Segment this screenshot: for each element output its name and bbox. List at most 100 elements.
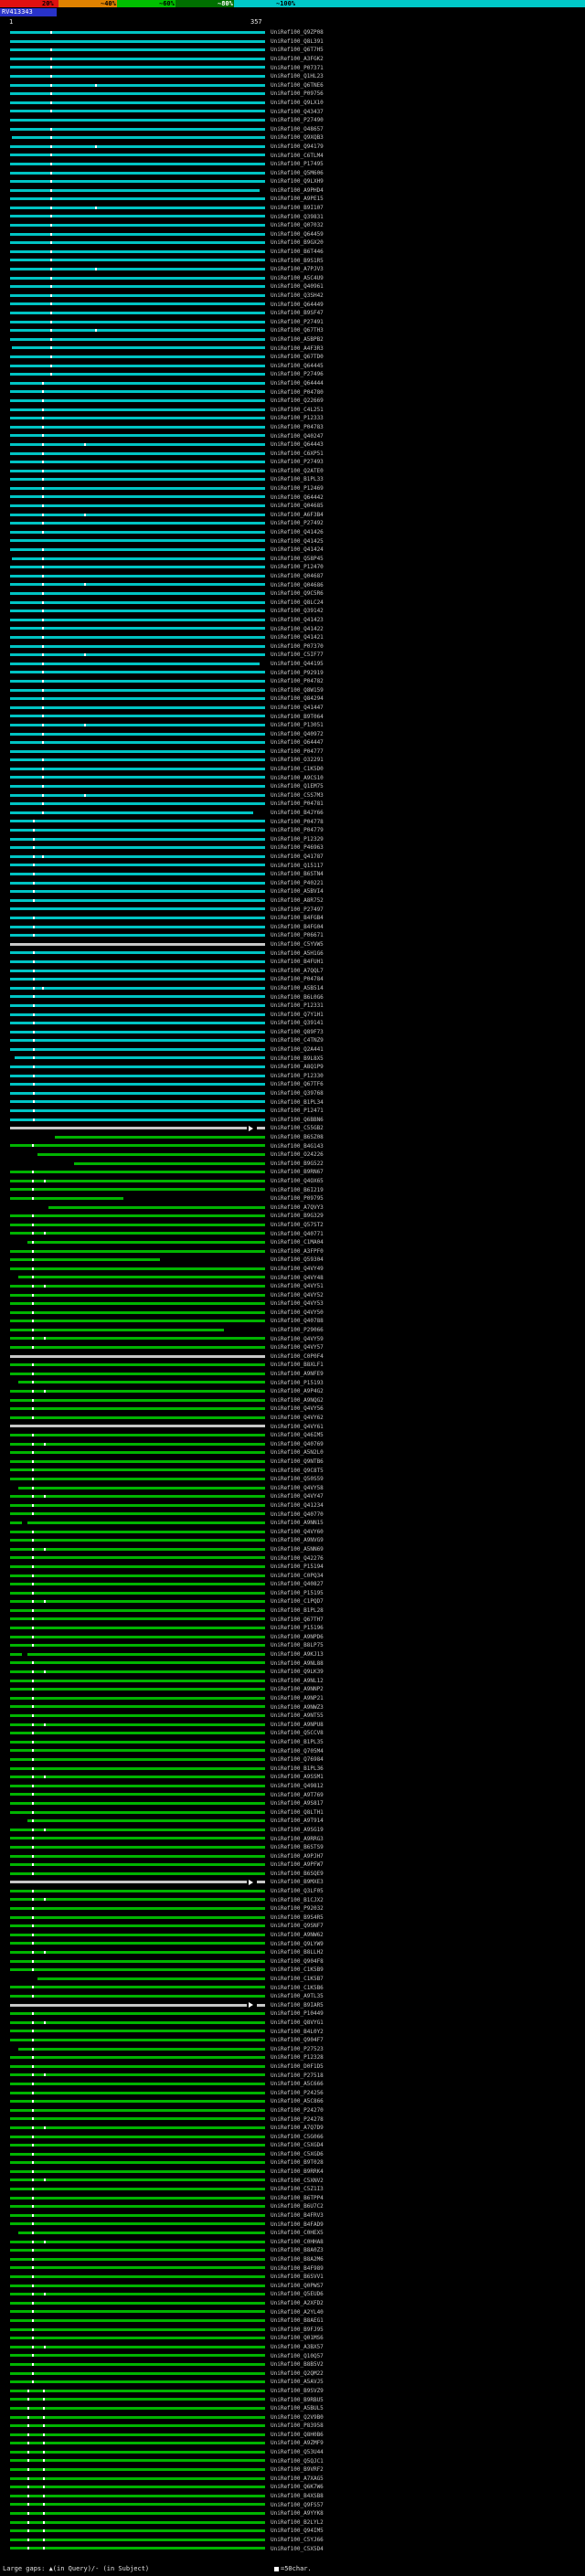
hsp-bar[interactable] — [9, 1363, 265, 1367]
hit-accession[interactable]: UniRef100_A5AVJ5 — [271, 2379, 324, 2386]
hit-accession[interactable]: UniRef100_B1PL34 — [271, 1098, 324, 1106]
hit-accession[interactable]: UniRef100_Q2QM22 — [271, 2369, 324, 2377]
hsp-bar[interactable] — [9, 2205, 265, 2209]
hit-accession[interactable]: UniRef100_B9FJ95 — [271, 2326, 324, 2333]
hsp-bar[interactable] — [9, 671, 265, 674]
hsp-bar[interactable] — [9, 1258, 160, 1262]
hit-accession[interactable]: UniRef100_P24256 — [271, 2089, 324, 2096]
hit-accession[interactable]: UniRef100_B9T028 — [271, 2159, 324, 2167]
hit-accession[interactable]: UniRef100_B6STN4 — [271, 871, 324, 878]
hsp-bar[interactable] — [9, 1144, 265, 1148]
hsp-bar[interactable] — [9, 2380, 265, 2384]
hit-accession[interactable]: UniRef100_B9SVZ9 — [271, 2387, 324, 2394]
hsp-bar[interactable] — [9, 1740, 265, 1744]
hsp-bar[interactable] — [9, 548, 265, 552]
hit-accession[interactable]: UniRef100_A5NN69 — [271, 1545, 324, 1553]
hit-accession[interactable]: UniRef100_P04781 — [271, 800, 324, 808]
hit-accession[interactable]: UniRef100_A7PJV3 — [271, 266, 324, 273]
hsp-bar[interactable] — [9, 653, 265, 657]
hsp-bar[interactable] — [9, 1732, 265, 1735]
hit-accession[interactable]: UniRef100_P92032 — [271, 1905, 324, 1913]
hit-accession[interactable]: UniRef100_B9VRF2 — [271, 2466, 324, 2474]
hit-accession[interactable]: UniRef100_C55GB2 — [271, 1125, 324, 1132]
hit-accession[interactable]: UniRef100_C5XGD4 — [271, 2142, 324, 2149]
hsp-bar[interactable] — [9, 1434, 265, 1436]
hit-accession[interactable]: UniRef100_C5XNV2 — [271, 2177, 324, 2184]
hit-accession[interactable]: UniRef100_P15193 — [271, 1379, 324, 1386]
hit-accession[interactable]: UniRef100_B9SF47 — [271, 310, 324, 317]
hit-accession[interactable]: UniRef100_Q44195 — [271, 660, 324, 667]
hsp-bar[interactable] — [9, 1171, 265, 1174]
hsp-bar[interactable] — [9, 723, 265, 726]
hsp-bar[interactable] — [9, 2301, 265, 2305]
hit-accession[interactable]: UniRef100_Q64443 — [271, 441, 324, 449]
hsp-bar[interactable] — [9, 1372, 265, 1375]
hit-accession[interactable]: UniRef100_B4FG04 — [271, 923, 324, 930]
hsp-bar[interactable] — [9, 1679, 265, 1682]
hit-accession[interactable]: UniRef100_P27497 — [271, 906, 324, 913]
hsp-bar[interactable] — [9, 224, 265, 228]
hit-accession[interactable]: UniRef100_C5XGD6 — [271, 2150, 324, 2157]
hsp-bar[interactable] — [9, 898, 265, 902]
hsp-bar[interactable] — [9, 417, 265, 420]
hsp-bar[interactable] — [9, 2161, 265, 2165]
hsp-bar[interactable] — [9, 925, 265, 928]
hsp-bar[interactable] — [9, 2398, 265, 2401]
hsp-bar[interactable] — [9, 171, 265, 175]
hit-accession[interactable]: UniRef100_B1PL35 — [271, 1738, 324, 1745]
hit-accession[interactable]: UniRef100_B9RBU5 — [271, 2396, 324, 2403]
hit-accession[interactable]: UniRef100_Q8LC24 — [271, 599, 324, 606]
hit-accession[interactable]: UniRef100_P07370 — [271, 642, 324, 650]
hsp-bar[interactable] — [9, 1696, 265, 1700]
hsp-bar[interactable] — [18, 1381, 265, 1384]
hsp-bar[interactable] — [9, 1801, 265, 1805]
hit-accession[interactable]: UniRef100_A9ZMF9 — [271, 2440, 324, 2447]
hsp-bar[interactable] — [9, 1302, 265, 1306]
hsp-bar[interactable] — [9, 2529, 265, 2533]
hsp-bar[interactable] — [9, 1468, 265, 1472]
hsp-bar[interactable] — [9, 1564, 265, 1568]
hsp-bar[interactable] — [9, 2100, 265, 2104]
hit-accession[interactable]: UniRef100_Q4VY58 — [271, 1484, 324, 1491]
hit-accession[interactable]: UniRef100_B9L8X5 — [271, 1055, 324, 1062]
hsp-bar[interactable] — [9, 2257, 265, 2261]
hsp-bar[interactable] — [9, 627, 265, 631]
hit-accession[interactable]: UniRef100_P46963 — [271, 844, 324, 852]
hit-accession[interactable]: UniRef100_B4FRV3 — [271, 2212, 324, 2220]
hsp-bar[interactable] — [9, 854, 265, 858]
hit-accession[interactable]: UniRef100_B8LP75 — [271, 1642, 324, 1649]
hsp-bar[interactable] — [9, 2117, 265, 2121]
hit-accession[interactable]: UniRef100_A9P4G2 — [271, 1388, 324, 1395]
hsp-bar[interactable] — [257, 2003, 265, 2007]
hit-accession[interactable]: UniRef100_A9NW62 — [271, 1932, 324, 1939]
hit-accession[interactable]: UniRef100_A7QQL7 — [271, 967, 324, 974]
hsp-bar[interactable] — [9, 1714, 265, 1717]
hit-accession[interactable]: UniRef100_Q64442 — [271, 493, 324, 501]
hit-accession[interactable]: UniRef100_P04779 — [271, 827, 324, 834]
hsp-bar[interactable] — [9, 1924, 265, 1928]
hsp-bar[interactable] — [9, 1757, 265, 1761]
hsp-bar[interactable] — [9, 2476, 265, 2480]
hit-accession[interactable]: UniRef100_P10449 — [271, 2010, 324, 2018]
hit-accession[interactable]: UniRef100_P12328 — [271, 2054, 324, 2062]
hsp-bar[interactable] — [9, 1223, 265, 1226]
hit-accession[interactable]: UniRef100_B9RN67 — [271, 1169, 324, 1176]
hit-accession[interactable]: UniRef100_P12329 — [271, 835, 324, 843]
hsp-bar[interactable] — [9, 206, 265, 209]
hsp-bar[interactable] — [9, 2520, 265, 2524]
hit-accession[interactable]: UniRef100_A9PFW7 — [271, 1861, 324, 1869]
hit-accession[interactable]: UniRef100_Q4VY52 — [271, 1291, 324, 1299]
hit-accession[interactable]: UniRef100_Q9ZP08 — [271, 29, 324, 37]
hit-accession[interactable]: UniRef100_C5Z1I3 — [271, 2186, 324, 2193]
hit-accession[interactable]: UniRef100_Q4VY57 — [271, 1344, 324, 1352]
hit-accession[interactable]: UniRef100_B9GX20 — [271, 239, 324, 247]
hsp-bar[interactable] — [9, 1915, 265, 1919]
hsp-bar[interactable] — [9, 495, 265, 499]
hit-accession[interactable]: UniRef100_B1PL28 — [271, 1607, 324, 1615]
hsp-bar[interactable] — [9, 907, 265, 911]
hsp-bar[interactable] — [9, 1320, 265, 1323]
hit-accession[interactable]: UniRef100_B8LLH2 — [271, 1949, 324, 1956]
hsp-bar[interactable] — [9, 1951, 265, 1955]
hsp-bar[interactable] — [9, 829, 265, 832]
hsp-bar[interactable] — [9, 864, 265, 867]
